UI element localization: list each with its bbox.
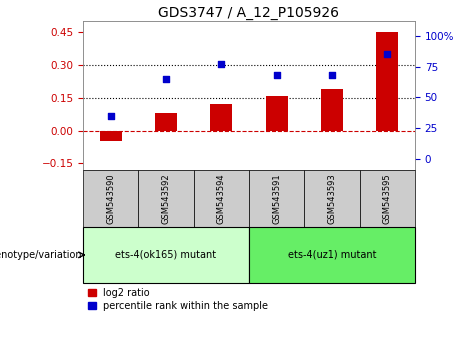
Title: GDS3747 / A_12_P105926: GDS3747 / A_12_P105926 [159,6,339,20]
Text: GSM543595: GSM543595 [383,173,392,224]
Legend: log2 ratio, percentile rank within the sample: log2 ratio, percentile rank within the s… [88,288,268,311]
Bar [138,170,194,227]
Point [218,61,225,67]
Bar [100,131,122,142]
Point [107,113,114,119]
Bar [155,113,177,131]
Bar [194,170,249,227]
Text: ets-4(uz1) mutant: ets-4(uz1) mutant [288,250,376,260]
Bar [249,170,304,227]
Bar [249,227,415,283]
Bar [376,32,398,131]
Point [384,52,391,57]
Text: GSM543594: GSM543594 [217,173,226,224]
Text: GSM543590: GSM543590 [106,173,115,224]
Point [328,73,336,78]
Bar [83,170,138,227]
Bar [83,227,249,283]
Text: GSM543592: GSM543592 [161,173,171,224]
Text: genotype/variation: genotype/variation [0,250,82,260]
Bar [266,96,288,131]
Bar [304,170,360,227]
Point [273,73,280,78]
Bar [360,170,415,227]
Text: GSM543593: GSM543593 [327,173,337,224]
Text: ets-4(ok165) mutant: ets-4(ok165) mutant [115,250,217,260]
Text: GSM543591: GSM543591 [272,173,281,224]
Bar [321,89,343,131]
Point [162,76,170,82]
Bar [210,104,232,131]
